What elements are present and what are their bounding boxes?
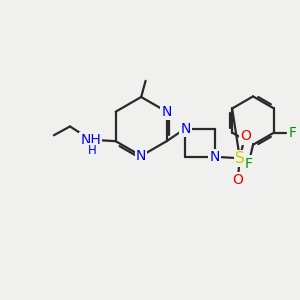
Text: N: N [180, 122, 190, 136]
Text: O: O [232, 173, 243, 187]
Text: F: F [244, 157, 253, 170]
Text: NH: NH [80, 133, 101, 147]
Text: S: S [235, 151, 245, 166]
Text: N: N [161, 105, 172, 119]
Text: F: F [288, 126, 296, 140]
Text: H: H [88, 144, 97, 158]
Text: N: N [136, 149, 146, 163]
Text: N: N [210, 150, 220, 164]
Text: O: O [240, 130, 251, 143]
